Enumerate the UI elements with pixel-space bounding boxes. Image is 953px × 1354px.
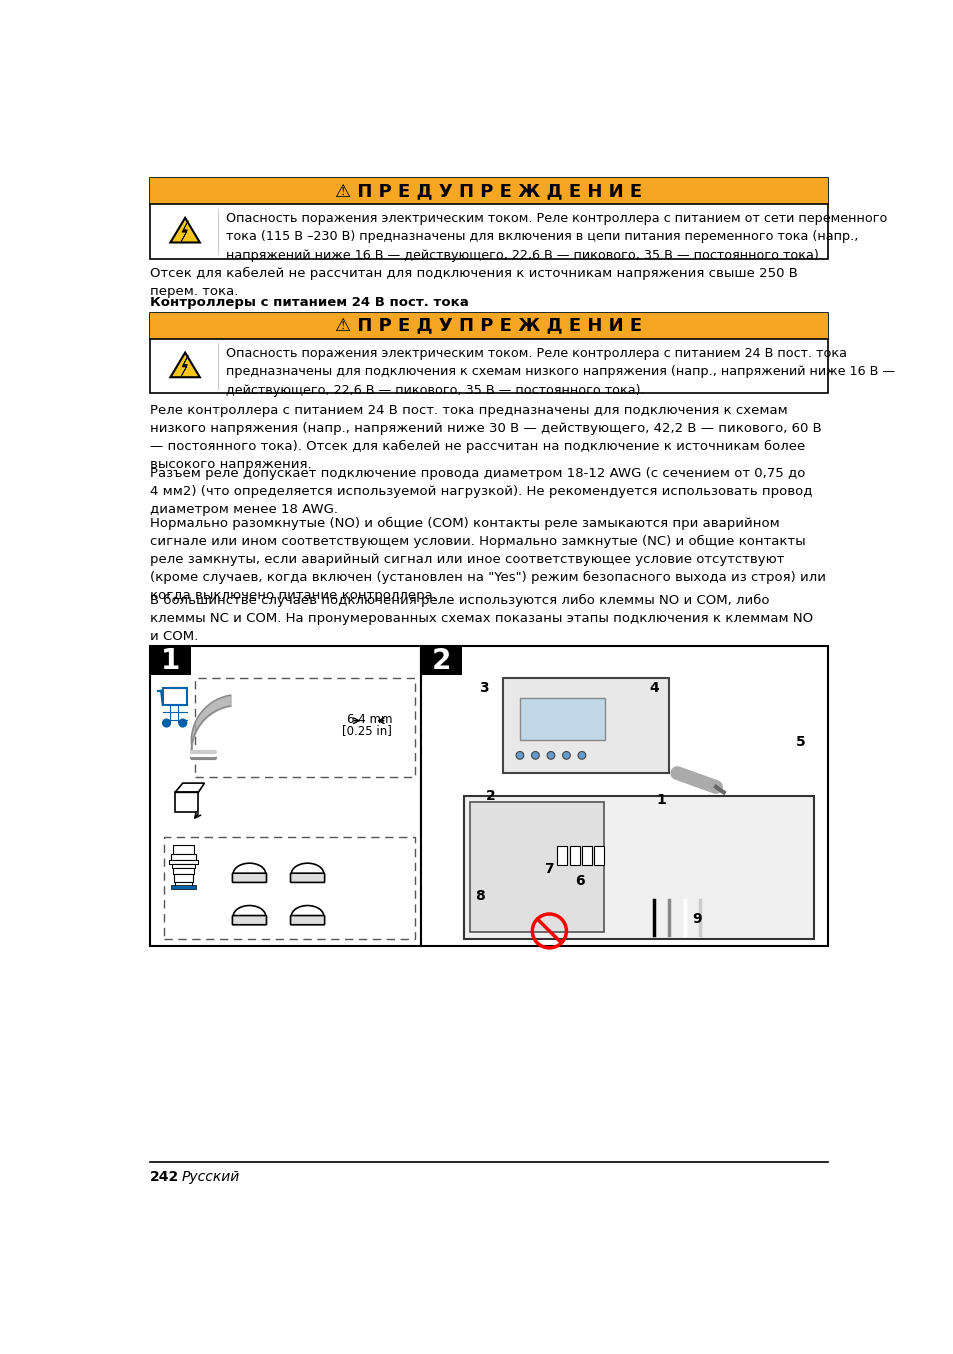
Text: 1: 1 [657, 793, 666, 807]
Circle shape [546, 751, 555, 760]
Text: ⚠ П Р Е Д У П Р Е Ж Д Е Н И Е: ⚠ П Р Е Д У П Р Е Ж Д Е Н И Е [335, 181, 641, 200]
Bar [502, 678, 669, 773]
Text: 6.4 mm: 6.4 mm [346, 714, 392, 726]
Bar [172, 868, 194, 873]
Circle shape [562, 751, 570, 760]
Text: 5: 5 [795, 735, 804, 749]
Polygon shape [181, 221, 188, 241]
Text: 4: 4 [648, 681, 659, 696]
Bar [470, 803, 603, 933]
Bar [150, 646, 191, 676]
Bar [557, 846, 567, 865]
Text: 2: 2 [486, 789, 496, 803]
FancyBboxPatch shape [233, 915, 266, 925]
Bar [195, 678, 415, 777]
Bar [171, 854, 195, 860]
Polygon shape [171, 218, 199, 242]
FancyBboxPatch shape [291, 915, 324, 925]
FancyBboxPatch shape [291, 873, 324, 883]
Circle shape [179, 719, 187, 727]
Text: [0.25 in]: [0.25 in] [342, 724, 392, 737]
Bar [174, 873, 193, 881]
Bar [172, 864, 195, 868]
Bar [569, 846, 579, 865]
Text: ⚠ П Р Е Д У П Р Е Ж Д Е Н И Е: ⚠ П Р Е Д У П Р Е Ж Д Е Н И Е [335, 317, 641, 334]
Text: 7: 7 [544, 862, 554, 876]
Text: Разъем реле допускает подключение провода диаметром 18-12 AWG (с сечением от 0,7: Разъем реле допускает подключение провод… [150, 467, 812, 516]
Text: Опасность поражения электрическим током. Реле контроллера с питанием от сети пер: Опасность поражения электрическим током.… [226, 211, 886, 261]
Bar [150, 177, 827, 204]
Bar [421, 646, 827, 946]
Bar [150, 177, 827, 259]
Text: 6: 6 [575, 873, 584, 888]
Bar [594, 846, 604, 865]
Bar [421, 646, 461, 676]
Text: 2: 2 [432, 647, 451, 674]
Bar [169, 860, 198, 864]
Bar [172, 845, 194, 854]
Text: В большинстве случаев подключения реле используются либо клеммы NO и COM, либо
к: В большинстве случаев подключения реле и… [150, 593, 813, 643]
Bar [150, 313, 827, 338]
Circle shape [578, 751, 585, 760]
Text: 1: 1 [161, 647, 180, 674]
Bar [150, 646, 421, 946]
Bar [171, 884, 195, 888]
Circle shape [531, 751, 538, 760]
Bar [519, 697, 604, 741]
Bar [164, 837, 415, 938]
Text: Русский: Русский [181, 1170, 239, 1183]
Text: 9: 9 [691, 913, 700, 926]
Circle shape [162, 719, 171, 727]
Bar [581, 846, 592, 865]
Text: 242: 242 [150, 1170, 179, 1183]
Text: Реле контроллера с питанием 24 В пост. тока предназначены для подключения к схем: Реле контроллера с питанием 24 В пост. т… [150, 405, 821, 471]
Bar [464, 796, 813, 938]
Text: 8: 8 [475, 890, 484, 903]
Text: 3: 3 [478, 681, 488, 696]
Bar [150, 313, 827, 394]
Text: Отсек для кабелей не рассчитан для подключения к источникам напряжения свыше 250: Отсек для кабелей не рассчитан для подкл… [150, 267, 798, 298]
FancyBboxPatch shape [233, 873, 266, 883]
Text: Контроллеры с питанием 24 В пост. тока: Контроллеры с питанием 24 В пост. тока [150, 295, 469, 309]
Bar [174, 881, 192, 888]
Polygon shape [181, 355, 188, 376]
Text: Нормально разомкнутые (NO) и общие (COM) контакты реле замыкаются при аварийном
: Нормально разомкнутые (NO) и общие (COM)… [150, 517, 825, 603]
Polygon shape [171, 352, 199, 378]
Text: Опасность поражения электрическим током. Реле контроллера с питанием 24 В пост. : Опасность поражения электрическим током.… [226, 347, 894, 397]
Bar [162, 688, 187, 704]
Circle shape [516, 751, 523, 760]
